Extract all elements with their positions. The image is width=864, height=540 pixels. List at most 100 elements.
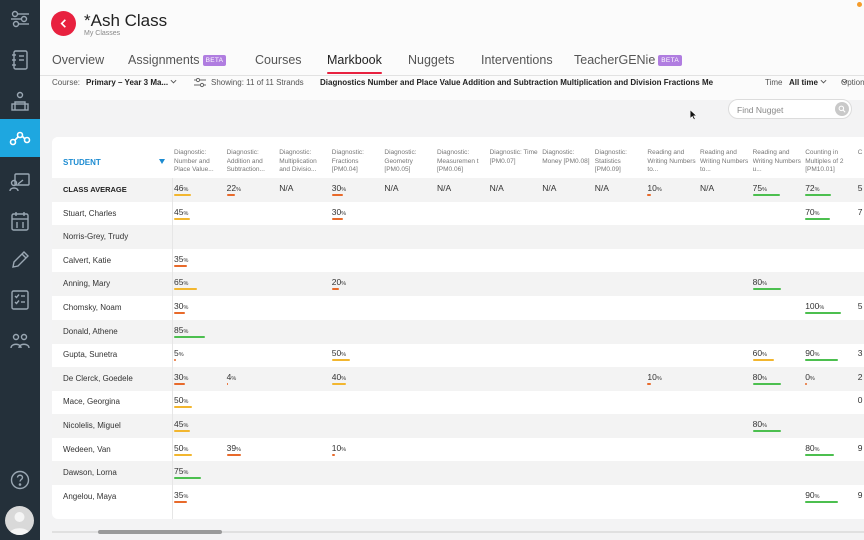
- find-nugget-search[interactable]: Find Nugget: [728, 99, 852, 119]
- avatar[interactable]: [5, 506, 34, 535]
- score-cell[interactable]: 45%: [174, 206, 189, 217]
- score-cell[interactable]: 85%: [174, 324, 189, 335]
- score-cell[interactable]: N/A: [700, 183, 715, 193]
- column-header[interactable]: Diagnostic: Money [PM0.08]: [542, 149, 590, 165]
- score-cell[interactable]: 80%: [805, 442, 820, 453]
- score-cell[interactable]: N/A: [489, 183, 504, 193]
- student-name[interactable]: De Clerck, Goedele: [63, 373, 133, 383]
- column-header[interactable]: Reading and Writing Numbers to...: [700, 149, 749, 174]
- student-name[interactable]: Angelou, Maya: [63, 491, 117, 501]
- score-cell[interactable]: 10%: [647, 371, 662, 382]
- score-cell[interactable]: 70%: [805, 206, 820, 217]
- score-cell[interactable]: 50%: [331, 348, 347, 359]
- student-name[interactable]: Anning, Mary: [63, 279, 111, 289]
- score-cell[interactable]: 10%: [647, 183, 662, 193]
- score-cell[interactable]: 5: [857, 301, 863, 311]
- tab-courses[interactable]: Courses: [255, 53, 302, 67]
- student-name[interactable]: Nicolelis, Miguel: [63, 421, 121, 430]
- time-select[interactable]: All time: [789, 78, 827, 87]
- score-cell[interactable]: 2: [857, 371, 863, 382]
- score-cell[interactable]: 5%: [174, 348, 184, 359]
- search-icon[interactable]: [835, 102, 849, 116]
- score-cell[interactable]: N/A: [384, 183, 399, 193]
- score-cell[interactable]: 0: [857, 395, 863, 406]
- score-cell[interactable]: 50%: [174, 442, 189, 453]
- score-cell[interactable]: 46%: [174, 183, 189, 193]
- score-cell[interactable]: 65%: [174, 277, 189, 288]
- score-cell[interactable]: 30%: [331, 206, 347, 217]
- student-name[interactable]: Dawson, Lorna: [63, 468, 117, 478]
- column-header[interactable]: Diagnostic: Statistics [PM0.09]: [594, 149, 627, 174]
- people-icon[interactable]: [0, 322, 40, 360]
- horizontal-scrollbar[interactable]: [52, 522, 864, 540]
- network-icon[interactable]: [0, 119, 40, 157]
- course-select[interactable]: Primary – Year 3 Ma...: [86, 78, 177, 87]
- score-cell[interactable]: 100%: [805, 301, 825, 311]
- score-cell[interactable]: 75%: [174, 466, 189, 477]
- score-cell[interactable]: 75%: [752, 183, 767, 193]
- score-cell[interactable]: 22%: [226, 183, 241, 193]
- strands-list[interactable]: Diagnostics Number and Place Value Addit…: [320, 78, 714, 87]
- score-cell[interactable]: 80%: [752, 371, 767, 382]
- score-cell[interactable]: 3: [857, 348, 863, 359]
- column-header[interactable]: Reading and Writing Numbers u...: [752, 149, 801, 174]
- column-header[interactable]: Diagnostic: Addition and Subtraction...: [226, 149, 265, 174]
- student-name[interactable]: Stuart, Charles: [63, 208, 117, 218]
- column-header[interactable]: Diagnostic: Multiplication and Divisio..…: [279, 149, 317, 174]
- column-header[interactable]: Reading and Writing Numbers to...: [647, 149, 696, 174]
- score-cell[interactable]: 60%: [752, 348, 767, 359]
- score-cell[interactable]: 80%: [752, 277, 767, 288]
- column-header[interactable]: C M: [857, 149, 864, 156]
- column-header[interactable]: Diagnostic: Fractions [PM0.04]: [331, 149, 364, 174]
- student-name[interactable]: Calvert, Katie: [63, 255, 112, 265]
- score-cell[interactable]: 10%: [331, 442, 347, 453]
- tab-teachergenie[interactable]: TeacherGENie BETA: [574, 53, 682, 67]
- score-cell[interactable]: 30%: [331, 183, 347, 193]
- score-cell[interactable]: 90%: [805, 489, 820, 500]
- student-name[interactable]: Gupta, Sunetra: [63, 350, 118, 360]
- student-name[interactable]: Norris-Grey, Trudy: [63, 232, 129, 242]
- options-button[interactable]: Options: [841, 78, 864, 87]
- score-cell[interactable]: 39%: [226, 442, 241, 453]
- student-column-header[interactable]: STUDENT: [63, 158, 101, 167]
- search-input[interactable]: Find Nugget: [737, 105, 784, 115]
- score-cell[interactable]: 50%: [174, 395, 189, 406]
- student-name[interactable]: Wedeen, Van: [63, 444, 111, 454]
- student-name[interactable]: Chomsky, Noam: [63, 303, 122, 312]
- score-cell[interactable]: 35%: [174, 253, 189, 264]
- column-header[interactable]: Diagnostic: Measuremen t [PM0.06]: [437, 149, 479, 174]
- checklist-icon[interactable]: [0, 281, 40, 319]
- column-header[interactable]: Diagnostic: Time [PM0.07]: [489, 149, 538, 165]
- presentation-icon[interactable]: [0, 163, 40, 201]
- score-cell[interactable]: 40%: [331, 371, 347, 382]
- score-cell[interactable]: 90%: [805, 348, 820, 359]
- tab-interventions[interactable]: Interventions: [481, 53, 553, 67]
- score-cell[interactable]: 9: [857, 442, 863, 453]
- back-button[interactable]: [51, 11, 76, 36]
- tab-assignments[interactable]: Assignments BETA: [128, 53, 227, 67]
- column-header[interactable]: Diagnostic: Number and Place Value...: [174, 149, 214, 174]
- score-cell[interactable]: 5: [857, 183, 863, 193]
- calendar-icon[interactable]: [0, 202, 40, 240]
- strands-filter-icon[interactable]: [194, 77, 206, 90]
- score-cell[interactable]: N/A: [437, 183, 452, 193]
- help-icon[interactable]: [0, 461, 40, 499]
- student-name[interactable]: Donald, Athene: [63, 326, 118, 336]
- score-cell[interactable]: 7: [857, 206, 863, 217]
- column-header[interactable]: Diagnostic: Geometry [PM0.05]: [384, 149, 417, 174]
- score-cell[interactable]: 9: [857, 489, 863, 500]
- score-cell[interactable]: 20%: [331, 277, 347, 288]
- score-cell[interactable]: 45%: [174, 419, 189, 429]
- sliders-icon[interactable]: [0, 0, 40, 38]
- score-cell[interactable]: 30%: [174, 301, 189, 311]
- score-cell[interactable]: 4%: [226, 371, 237, 382]
- scrollbar-thumb[interactable]: [98, 530, 222, 534]
- tab-overview[interactable]: Overview: [52, 53, 105, 67]
- student-name[interactable]: Mace, Georgina: [63, 397, 120, 407]
- score-cell[interactable]: N/A: [279, 183, 294, 193]
- score-cell[interactable]: N/A: [542, 183, 557, 193]
- score-cell[interactable]: 72%: [805, 183, 820, 193]
- score-cell[interactable]: N/A: [594, 183, 609, 193]
- column-header[interactable]: Counting in Multiples of 2 [PM10.01]: [805, 149, 844, 174]
- score-cell[interactable]: 35%: [174, 489, 189, 500]
